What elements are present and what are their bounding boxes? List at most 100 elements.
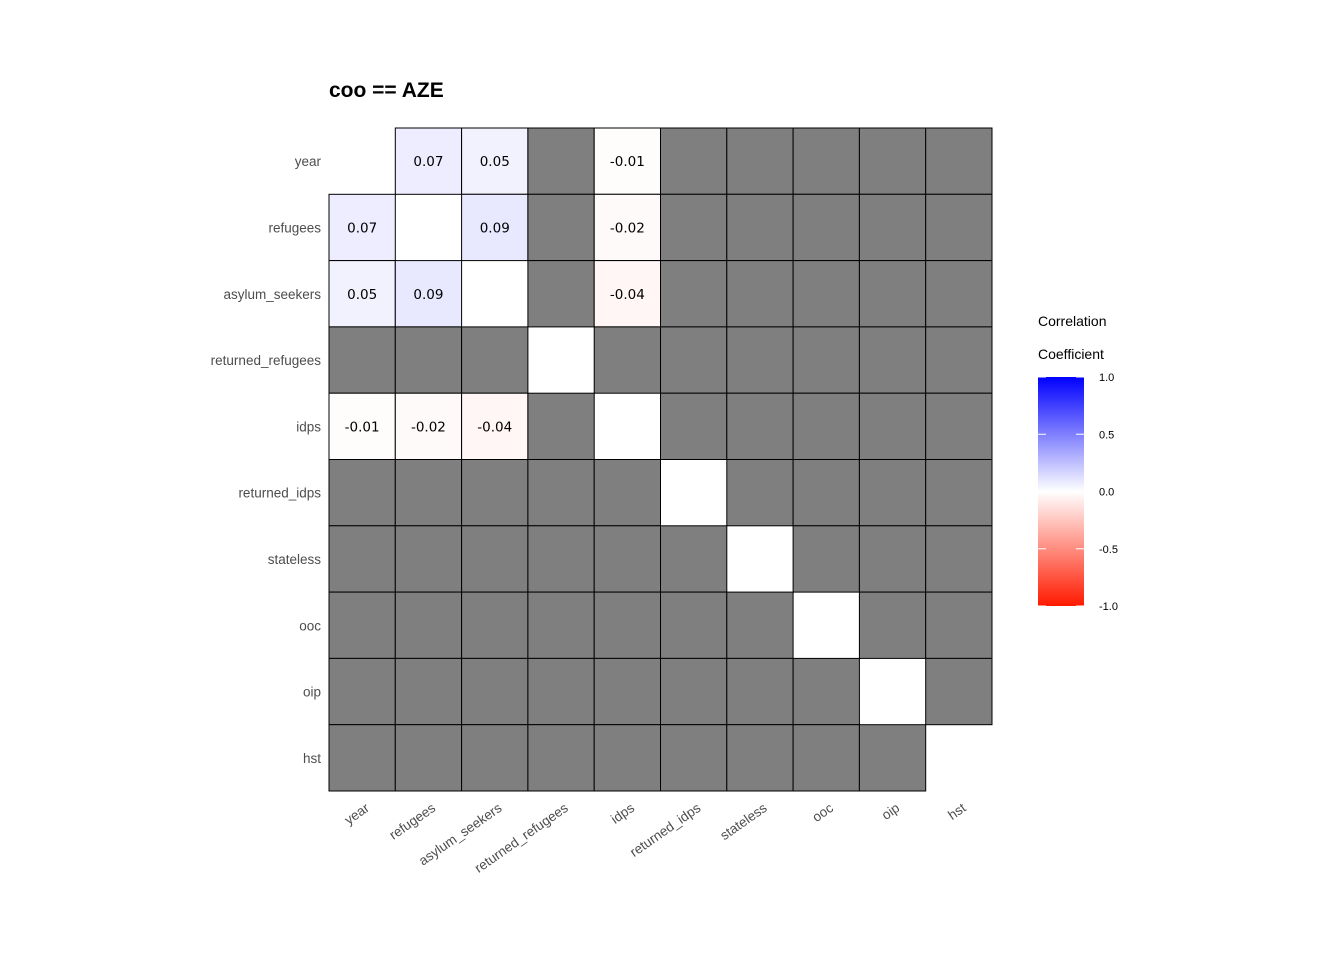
cell-value-label: -0.04 (610, 287, 645, 303)
heatmap-cell-labels: 0.07 0.05 -0.01 0.07 0.09 -0.02 0.05 0.09 -0.04 -… (345, 154, 645, 435)
heatmap-cell-refugees-returned_idps (660, 193, 728, 262)
heatmap-cell-asylum_seekers-returned_idps (660, 260, 728, 328)
chart-title: coo == AZE (329, 79, 444, 102)
heatmap-cell-stateless-ooc (792, 525, 860, 593)
cell-value-label: 0.09 (480, 220, 510, 236)
heatmap-cell-refugees-asylum_seekers (461, 193, 529, 262)
heatmap-cell-idps-ooc (792, 392, 860, 461)
y-tick-label-returned_refugees: returned_refugees (211, 353, 322, 368)
heatmap-cell-year-stateless (726, 127, 794, 195)
heatmap-cell-idps-returned_idps (660, 392, 728, 461)
heatmap-cell-year-oip (858, 127, 927, 195)
heatmap-cell-oip-returned_refugees (527, 657, 595, 726)
heatmap-cell-idps-stateless (726, 392, 794, 461)
heatmap-cell-idps-returned_refugees (527, 392, 595, 461)
y-tick-label-idps: idps (296, 419, 321, 434)
legend-title-line-1: Correlation (1038, 313, 1106, 329)
heatmap-cell-returned_idps-year (328, 459, 396, 527)
legend-tick-label: 0.5 (1099, 429, 1114, 441)
heatmap-cell-returned_refugees-hst (925, 326, 993, 394)
heatmap-cell-oip-ooc (792, 657, 860, 726)
legend-tick-label: -1.0 (1099, 601, 1118, 613)
heatmap-cell-refugees-stateless (726, 193, 794, 262)
heatmap-cell-stateless-returned_idps (660, 525, 728, 593)
y-tick-label-year: year (295, 154, 322, 169)
heatmap-cell-hst-stateless (726, 724, 794, 792)
x-axis-labels: year refugeesasylum_seekersreturned_refug… (342, 800, 969, 876)
heatmap-cell-stateless-asylum_seekers (461, 525, 529, 593)
heatmap-cell-hst-asylum_seekers (461, 724, 529, 792)
heatmap-cell-hst-refugees (394, 724, 463, 792)
heatmap-cell-stateless-year (328, 525, 396, 593)
y-axis-labels: year refugees asylum_seekers returned_refug… (211, 154, 322, 766)
heatmap-cell-returned_refugees-stateless (726, 326, 794, 394)
cell-value-label: 0.07 (347, 220, 377, 236)
heatmap-cell-oip-stateless (726, 657, 794, 726)
heatmap-cell-oip-refugees (394, 657, 463, 726)
heatmap-cell-asylum_seekers-stateless (726, 260, 794, 328)
legend-ticks: 1.0 0.5 0.0 -0.5 -1.0 (1038, 372, 1118, 613)
heatmap-cell-asylum_seekers-oip (858, 260, 927, 328)
heatmap-cell-idps-hst (925, 392, 993, 461)
heatmap-cell-idps-oip (858, 392, 927, 461)
heatmap-cell-refugees-year (328, 193, 396, 262)
heatmap-cell-asylum_seekers-ooc (792, 260, 860, 328)
heatmap-cell-ooc-year (328, 591, 396, 659)
heatmap-cell-refugees-idps (593, 193, 662, 262)
heatmap-cell-hst-returned_refugees (527, 724, 595, 792)
heatmap-cell-hst-idps (593, 724, 662, 792)
y-tick-label-refugees: refugees (268, 220, 321, 235)
legend: Correlation Coefficient 1.0 0.5 0.0 -0.5 -1.… (1038, 313, 1118, 613)
x-tick-label-year: year (342, 800, 373, 828)
heatmap-cell-stateless-returned_refugees (527, 525, 595, 593)
heatmap-cell-idps-asylum_seekers (461, 392, 529, 461)
x-tick-label-ooc: ooc (810, 800, 837, 825)
heatmap-cell-returned_idps-returned_refugees (527, 459, 595, 527)
heatmap-cell-oip-hst (925, 657, 993, 726)
heatmap-cell-returned_refugees-returned_idps (660, 326, 728, 394)
heatmap-cell-ooc-returned_idps (660, 591, 728, 659)
heatmap-cell-year-asylum_seekers (461, 127, 529, 195)
heatmap-cell-refugees-ooc (792, 193, 860, 262)
heatmap-cell-hst-returned_idps (660, 724, 728, 792)
heatmap-cell-ooc-refugees (394, 591, 463, 659)
heatmap-cell-returned_idps-ooc (792, 459, 860, 527)
heatmap-cell-ooc-asylum_seekers (461, 591, 529, 659)
x-tick-label-refugees: refugees (387, 800, 439, 843)
heatmap-cell-asylum_seekers-hst (925, 260, 993, 328)
legend-tick-label: 0.0 (1099, 487, 1114, 499)
legend-title-line-2: Coefficient (1038, 346, 1104, 362)
y-tick-label-asylum_seekers: asylum_seekers (223, 287, 321, 302)
heatmap-cell-returned_refugees-year (328, 326, 396, 394)
heatmap-cells (328, 127, 993, 792)
x-tick-label-idps: idps (608, 800, 637, 827)
heatmap-cell-ooc-returned_refugees (527, 591, 595, 659)
cell-value-label: -0.01 (610, 154, 645, 170)
y-tick-label-oip: oip (303, 685, 321, 700)
heatmap-cell-ooc-stateless (726, 591, 794, 659)
heatmap-cell-refugees-oip (858, 193, 927, 262)
x-tick-label-stateless: stateless (717, 800, 769, 843)
heatmap-cell-asylum_seekers-refugees (394, 260, 463, 328)
heatmap-cell-returned_idps-refugees (394, 459, 463, 527)
heatmap-cell-returned_idps-hst (925, 459, 993, 527)
heatmap-cell-idps-year (328, 392, 396, 461)
y-tick-label-hst: hst (303, 751, 321, 766)
heatmap-cell-ooc-oip (858, 591, 927, 659)
cell-value-label: 0.09 (413, 287, 443, 303)
heatmap-cell-returned_refugees-idps (593, 326, 662, 394)
heatmap-cell-year-idps (593, 127, 662, 195)
heatmap-cell-year-returned_refugees (527, 127, 595, 195)
heatmap-cell-returned_idps-stateless (726, 459, 794, 527)
heatmap-cell-returned_idps-asylum_seekers (461, 459, 529, 527)
heatmap-cell-hst-year (328, 724, 396, 792)
heatmap-cell-ooc-hst (925, 591, 993, 659)
heatmap-cell-stateless-idps (593, 525, 662, 593)
heatmap-cell-hst-ooc (792, 724, 860, 792)
cell-value-label: 0.05 (480, 154, 510, 170)
y-tick-label-returned_idps: returned_idps (238, 486, 321, 501)
cell-value-label: -0.01 (345, 419, 380, 435)
heatmap-cell-oip-year (328, 657, 396, 726)
y-tick-label-stateless: stateless (268, 552, 322, 567)
